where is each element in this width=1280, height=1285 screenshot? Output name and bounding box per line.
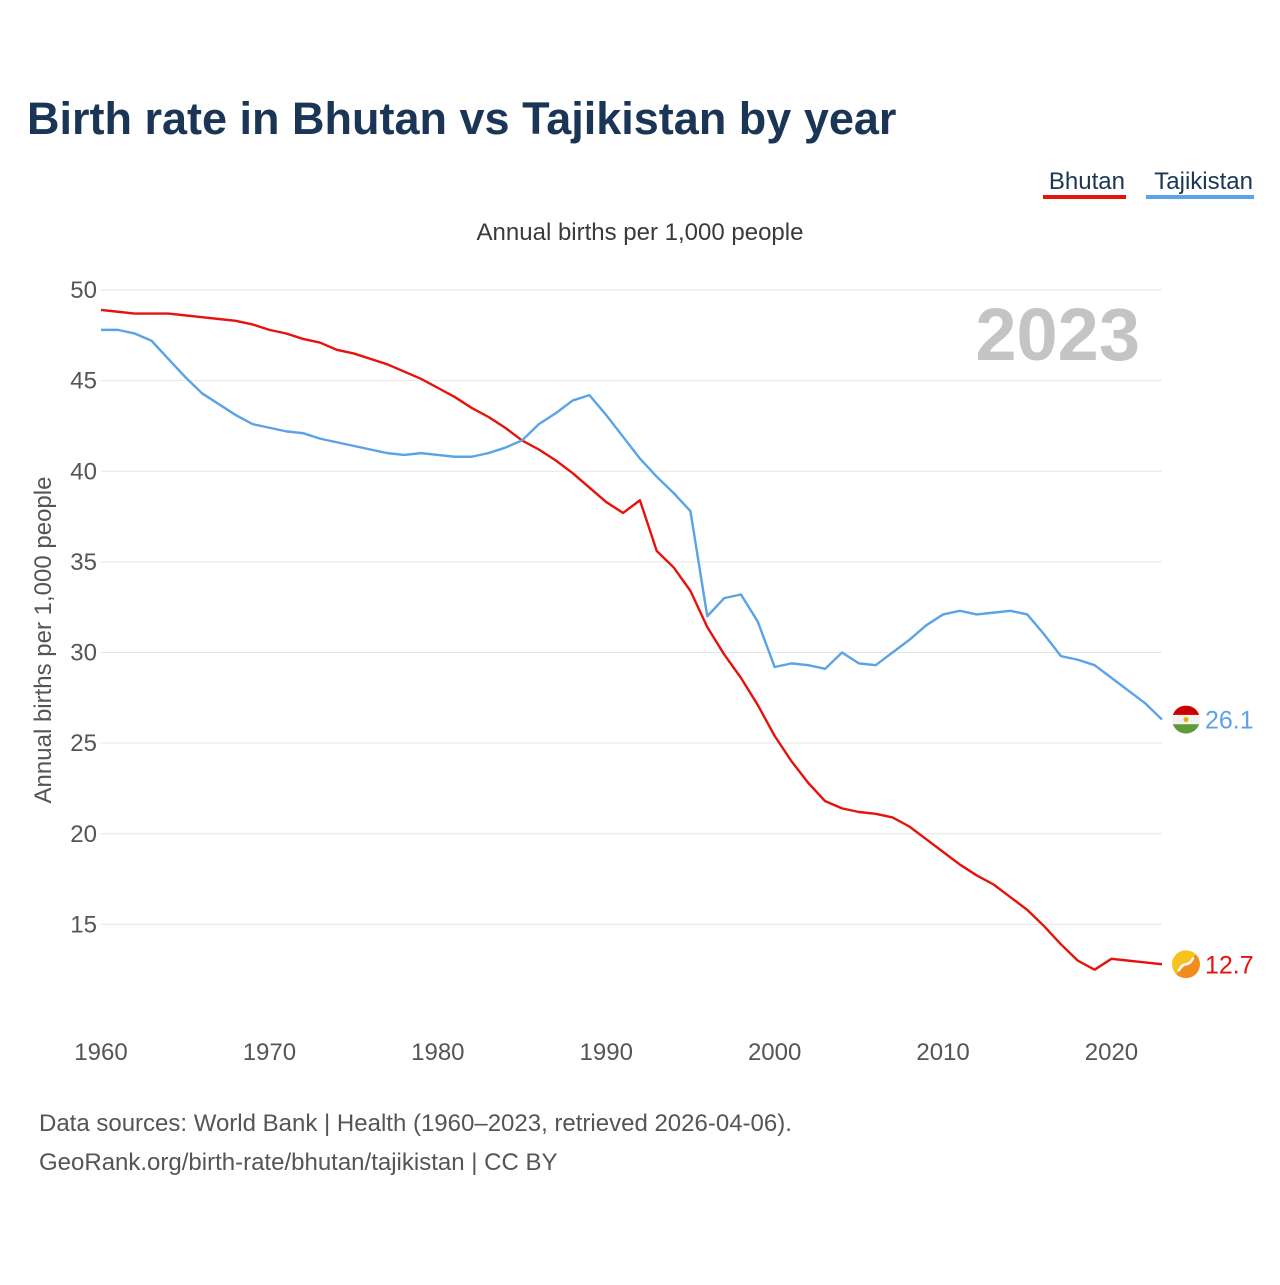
tajikistan-flag-icon — [1172, 705, 1200, 734]
series-lines — [100, 308, 1163, 971]
gridlines — [101, 289, 1162, 925]
y-tick-label: 25 — [70, 730, 97, 757]
y-tick-label: 15 — [70, 911, 97, 938]
y-axis-title: Annual births per 1,000 people — [30, 477, 57, 804]
y-tick-label: 20 — [70, 821, 97, 848]
chart-subtitle: Annual births per 1,000 people — [477, 219, 804, 246]
x-tick-label: 2010 — [916, 1039, 969, 1066]
x-tick-label: 1980 — [411, 1039, 464, 1066]
y-tick-label: 35 — [70, 549, 97, 576]
series-end-markers: 12.7 26.1 — [1172, 705, 1254, 979]
series-line-tajikistan[interactable] — [101, 328, 1163, 721]
bhutan-flag-icon — [1172, 950, 1200, 979]
legend: Bhutan Tajikistan — [1043, 168, 1254, 199]
y-tick-label: 45 — [70, 368, 97, 395]
x-tick-label: 1970 — [243, 1039, 296, 1066]
y-axis-ticks: 15 20 25 30 35 40 45 50 — [70, 277, 97, 938]
x-tick-label: 1960 — [74, 1039, 127, 1066]
legend-label-bhutan[interactable]: Bhutan — [1049, 168, 1125, 195]
y-tick-label: 40 — [70, 458, 97, 485]
y-tick-label: 30 — [70, 640, 97, 667]
y-tick-label: 50 — [70, 277, 97, 304]
end-value-label-tajikistan: 26.1 — [1205, 707, 1254, 735]
x-tick-label: 2020 — [1085, 1039, 1138, 1066]
x-tick-label: 1990 — [580, 1039, 633, 1066]
footer-url[interactable]: GeoRank.org/birth-rate/bhutan/tajikistan… — [39, 1149, 557, 1176]
chart-title: Birth rate in Bhutan vs Tajikistan by ye… — [27, 93, 896, 144]
end-value-label-bhutan: 12.7 — [1205, 951, 1254, 979]
legend-item-tajikistan[interactable]: Tajikistan — [1146, 168, 1254, 199]
footer-source: Data sources: World Bank | Health (1960–… — [39, 1110, 792, 1137]
year-badge: 2023 — [975, 293, 1140, 376]
legend-item-bhutan[interactable]: Bhutan — [1043, 168, 1126, 199]
x-axis-ticks: 1960 1970 1980 1990 2000 2010 2020 — [74, 1039, 1138, 1066]
series-line-bhutan[interactable] — [100, 308, 1163, 971]
x-tick-label: 2000 — [748, 1039, 801, 1066]
legend-label-tajikistan[interactable]: Tajikistan — [1154, 168, 1253, 195]
